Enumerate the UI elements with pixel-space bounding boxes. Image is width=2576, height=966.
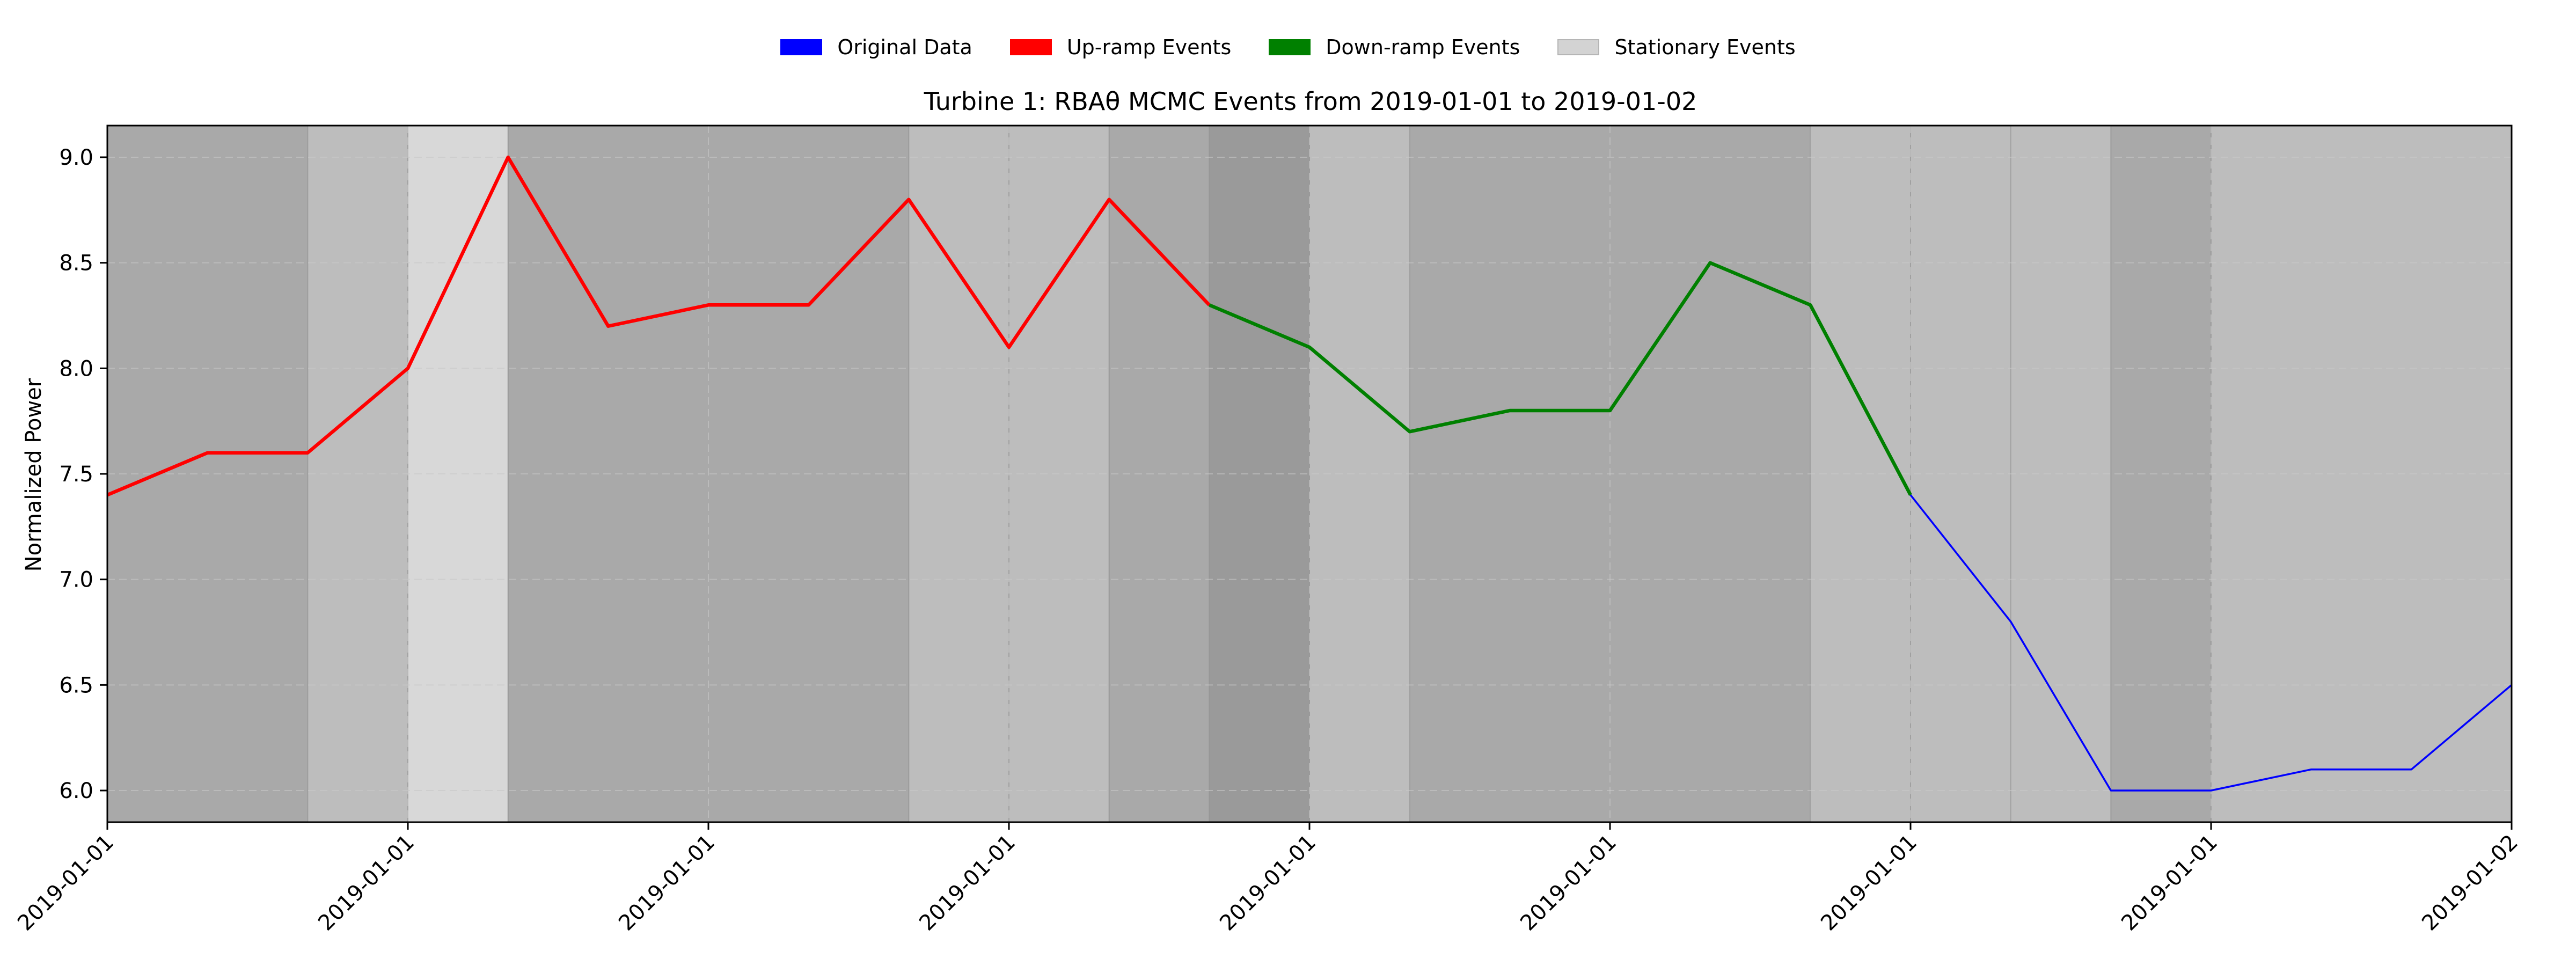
event-band-2 xyxy=(408,126,508,822)
x-tick-label-1: 2019-01-01 xyxy=(313,830,419,936)
legend-swatch-original-data xyxy=(780,39,823,55)
y-tick-label-0: 6.0 xyxy=(59,779,93,803)
series-line-down-ramp xyxy=(1209,261,1912,496)
legend-item-down-ramp: Down-ramp Events xyxy=(1269,35,1520,59)
legend-swatch-down-ramp xyxy=(1269,39,1311,55)
x-tick-label-4: 2019-01-01 xyxy=(1215,830,1321,936)
x-tick-label-0: 2019-01-01 xyxy=(13,830,119,936)
y-tick-label-2: 7.0 xyxy=(59,568,93,592)
legend-swatch-stationary xyxy=(1557,39,1600,55)
x-tick-label-2: 2019-01-01 xyxy=(614,830,720,936)
y-axis-label: Normalized Power xyxy=(21,378,46,572)
x-tick-label-7: 2019-01-01 xyxy=(2117,830,2222,936)
legend-item-up-ramp: Up-ramp Events xyxy=(1009,35,1232,59)
x-tick-label-6: 2019-01-01 xyxy=(1816,830,1922,936)
event-band-13 xyxy=(2111,126,2211,822)
y-tick-label-1: 6.5 xyxy=(59,673,93,698)
chart-legend: Original Data Up-ramp Events Down-ramp E… xyxy=(0,32,2576,62)
y-tick-label-5: 8.5 xyxy=(59,251,93,276)
legend-label-up-ramp: Up-ramp Events xyxy=(1066,35,1232,59)
chart-title: Turbine 1: RBAθ MCMC Events from 2019-01… xyxy=(924,87,1697,116)
legend-label-original-data: Original Data xyxy=(837,35,972,59)
legend-label-stationary: Stationary Events xyxy=(1614,35,1796,59)
legend-label-down-ramp: Down-ramp Events xyxy=(1326,35,1520,59)
y-tick-label-6: 9.0 xyxy=(59,145,93,170)
legend-swatch-up-ramp xyxy=(1009,39,1052,55)
legend-item-original-data: Original Data xyxy=(780,35,972,59)
x-tick-label-8: 2019-01-02 xyxy=(2417,830,2523,936)
legend-item-stationary: Stationary Events xyxy=(1557,35,1796,59)
x-tick-label-5: 2019-01-01 xyxy=(1516,830,1621,936)
y-tick-label-3: 7.5 xyxy=(59,462,93,487)
series-line-up-ramp xyxy=(106,155,1211,497)
series-lines xyxy=(106,155,2513,792)
y-tick-label-4: 8.0 xyxy=(59,356,93,381)
x-tick-label-3: 2019-01-01 xyxy=(914,830,1020,936)
